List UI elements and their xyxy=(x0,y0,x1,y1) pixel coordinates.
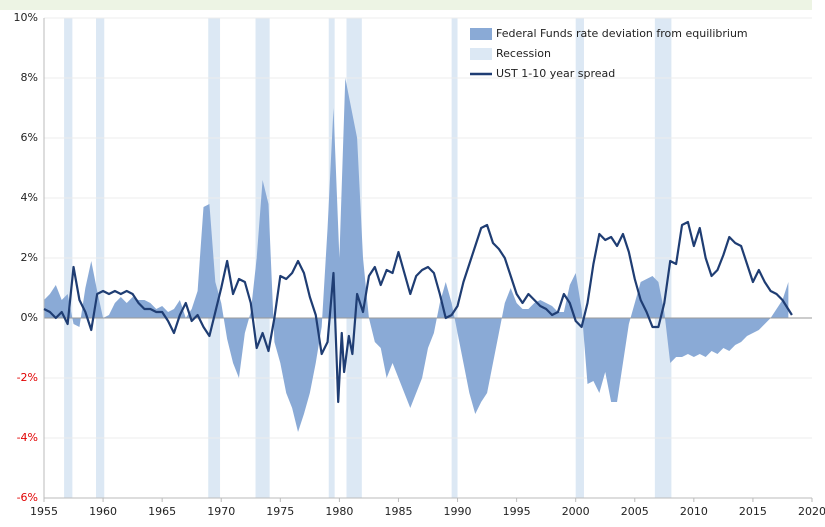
x-tick-label: 1980 xyxy=(325,505,353,518)
x-tick-label: 2000 xyxy=(562,505,590,518)
x-tick-label: 1970 xyxy=(207,505,235,518)
legend-swatch xyxy=(470,28,492,40)
y-tick-label: -2% xyxy=(17,371,38,384)
x-tick-label: 2005 xyxy=(621,505,649,518)
legend-label: Recession xyxy=(496,47,551,60)
x-tick-label: 1955 xyxy=(30,505,58,518)
x-tick-label: 1990 xyxy=(444,505,472,518)
deviation-area xyxy=(44,78,789,432)
x-tick-label: 1960 xyxy=(89,505,117,518)
y-tick-label: -6% xyxy=(17,491,38,504)
y-tick-label: 10% xyxy=(14,11,38,24)
x-tick-label: 2015 xyxy=(739,505,767,518)
x-tick-label: 2020 xyxy=(798,505,825,518)
y-tick-label: 8% xyxy=(21,71,38,84)
x-tick-label: 1985 xyxy=(384,505,412,518)
legend-label: Federal Funds rate deviation from equili… xyxy=(496,27,748,40)
spread-line xyxy=(43,220,793,404)
header-strip xyxy=(0,0,812,10)
x-tick-label: 1995 xyxy=(503,505,531,518)
y-tick-label: 0% xyxy=(21,311,38,324)
y-tick-label: 2% xyxy=(21,251,38,264)
legend-swatch xyxy=(470,48,492,60)
y-tick-label: 4% xyxy=(21,191,38,204)
legend-label: UST 1-10 year spread xyxy=(496,67,615,80)
x-tick-label: 1975 xyxy=(266,505,294,518)
y-tick-label: -4% xyxy=(17,431,38,444)
y-tick-label: 6% xyxy=(21,131,38,144)
x-tick-label: 1965 xyxy=(148,505,176,518)
x-tick-label: 2010 xyxy=(680,505,708,518)
